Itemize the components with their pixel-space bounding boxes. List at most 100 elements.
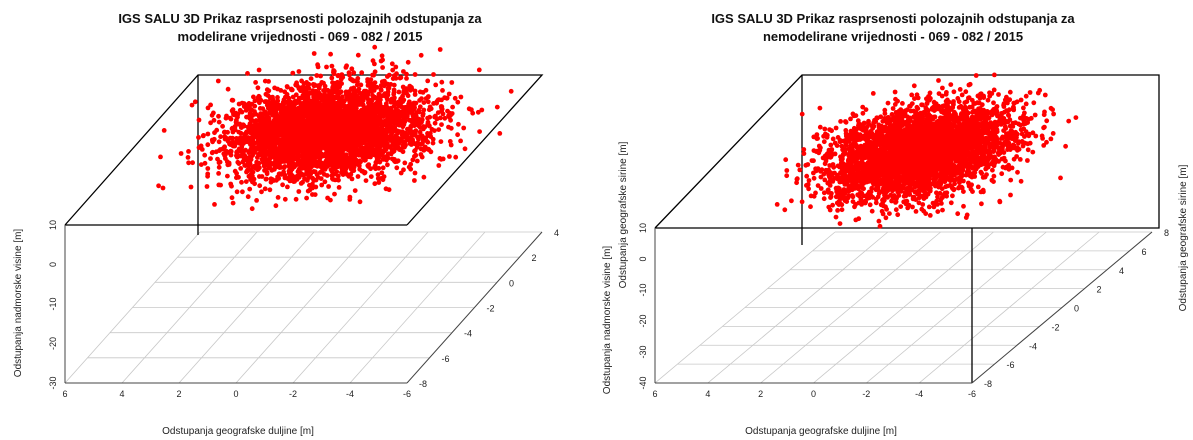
data-point [400,93,405,99]
data-point [273,139,279,145]
data-point [234,149,240,155]
data-point [188,184,194,190]
data-point [298,107,304,112]
data-point [313,129,319,135]
data-point [338,89,344,95]
data-point [434,116,440,122]
data-point [282,141,288,147]
data-point [376,148,381,153]
data-point [366,133,371,138]
data-point [396,89,402,95]
data-point [372,105,378,111]
data-point [300,141,306,147]
data-point [234,175,239,181]
data-point [450,104,455,110]
data-point [372,95,378,101]
data-point [238,130,244,136]
data-point [376,165,382,171]
data-point [370,58,376,64]
data-point [232,168,238,174]
data-point [238,149,244,154]
data-point [348,76,353,82]
data-point [243,107,249,113]
data-point [268,162,274,168]
data-point [303,157,309,163]
data-point [458,94,464,100]
data-point [347,197,353,202]
x-tick-label: -4 [346,389,354,399]
data-point [428,106,434,112]
data-point [284,155,289,161]
data-point [310,192,315,197]
data-point [417,104,423,110]
data-point [821,139,827,145]
data-point [339,125,344,131]
data-point [240,189,245,195]
data-point [309,156,315,162]
data-point [382,78,387,84]
data-point [247,154,253,160]
x-tick-label: -6 [403,389,411,399]
data-point [325,101,330,106]
data-point [927,213,933,218]
data-point [369,84,375,90]
data-point [296,189,302,194]
data-point [259,174,265,179]
data-point [364,118,370,123]
data-point [299,78,304,84]
data-point [272,85,277,91]
data-point [205,131,211,137]
data-point [386,113,392,119]
data-point [295,155,301,161]
data-point [361,125,367,131]
data-point [320,144,326,150]
data-point [292,132,297,138]
data-point [414,145,420,150]
data-point [215,78,221,84]
data-point [439,122,444,127]
y-tick-label: -6 [442,354,450,364]
data-point [290,111,295,117]
data-point [273,108,279,114]
data-point [283,145,289,151]
data-point [253,80,258,85]
data-point [256,93,262,99]
data-point [225,173,230,179]
data-point [318,162,324,167]
data-point [283,106,289,112]
data-point [438,156,444,162]
data-point [243,179,249,185]
data-point [330,89,336,95]
data-point [425,115,430,121]
data-point [237,135,243,141]
data-point [391,117,397,123]
data-point [236,101,242,107]
data-point [409,142,414,147]
data-point [340,118,346,124]
data-point [877,223,883,229]
data-point [390,67,396,73]
data-point [348,171,354,177]
data-point [201,133,206,138]
data-point [280,182,285,188]
data-point [412,132,417,138]
data-point [379,53,385,59]
x-tick-label: 4 [119,389,124,399]
chart-title-line-2: modelirane vrijednosti - 069 - 082 / 201… [178,29,423,44]
y-tick-label: -2 [487,304,495,314]
data-point [442,115,448,121]
data-point [385,74,390,79]
data-point [447,139,453,144]
data-point [300,179,305,185]
data-point [262,109,268,115]
data-point [178,151,184,156]
data-point [247,186,253,192]
data-point [401,69,406,74]
data-point [281,120,286,125]
data-point [198,162,204,168]
data-point [1021,105,1026,111]
z-tick-label: 10 [48,220,58,230]
data-point [343,128,349,134]
data-point [245,194,251,200]
data-point [477,129,482,135]
